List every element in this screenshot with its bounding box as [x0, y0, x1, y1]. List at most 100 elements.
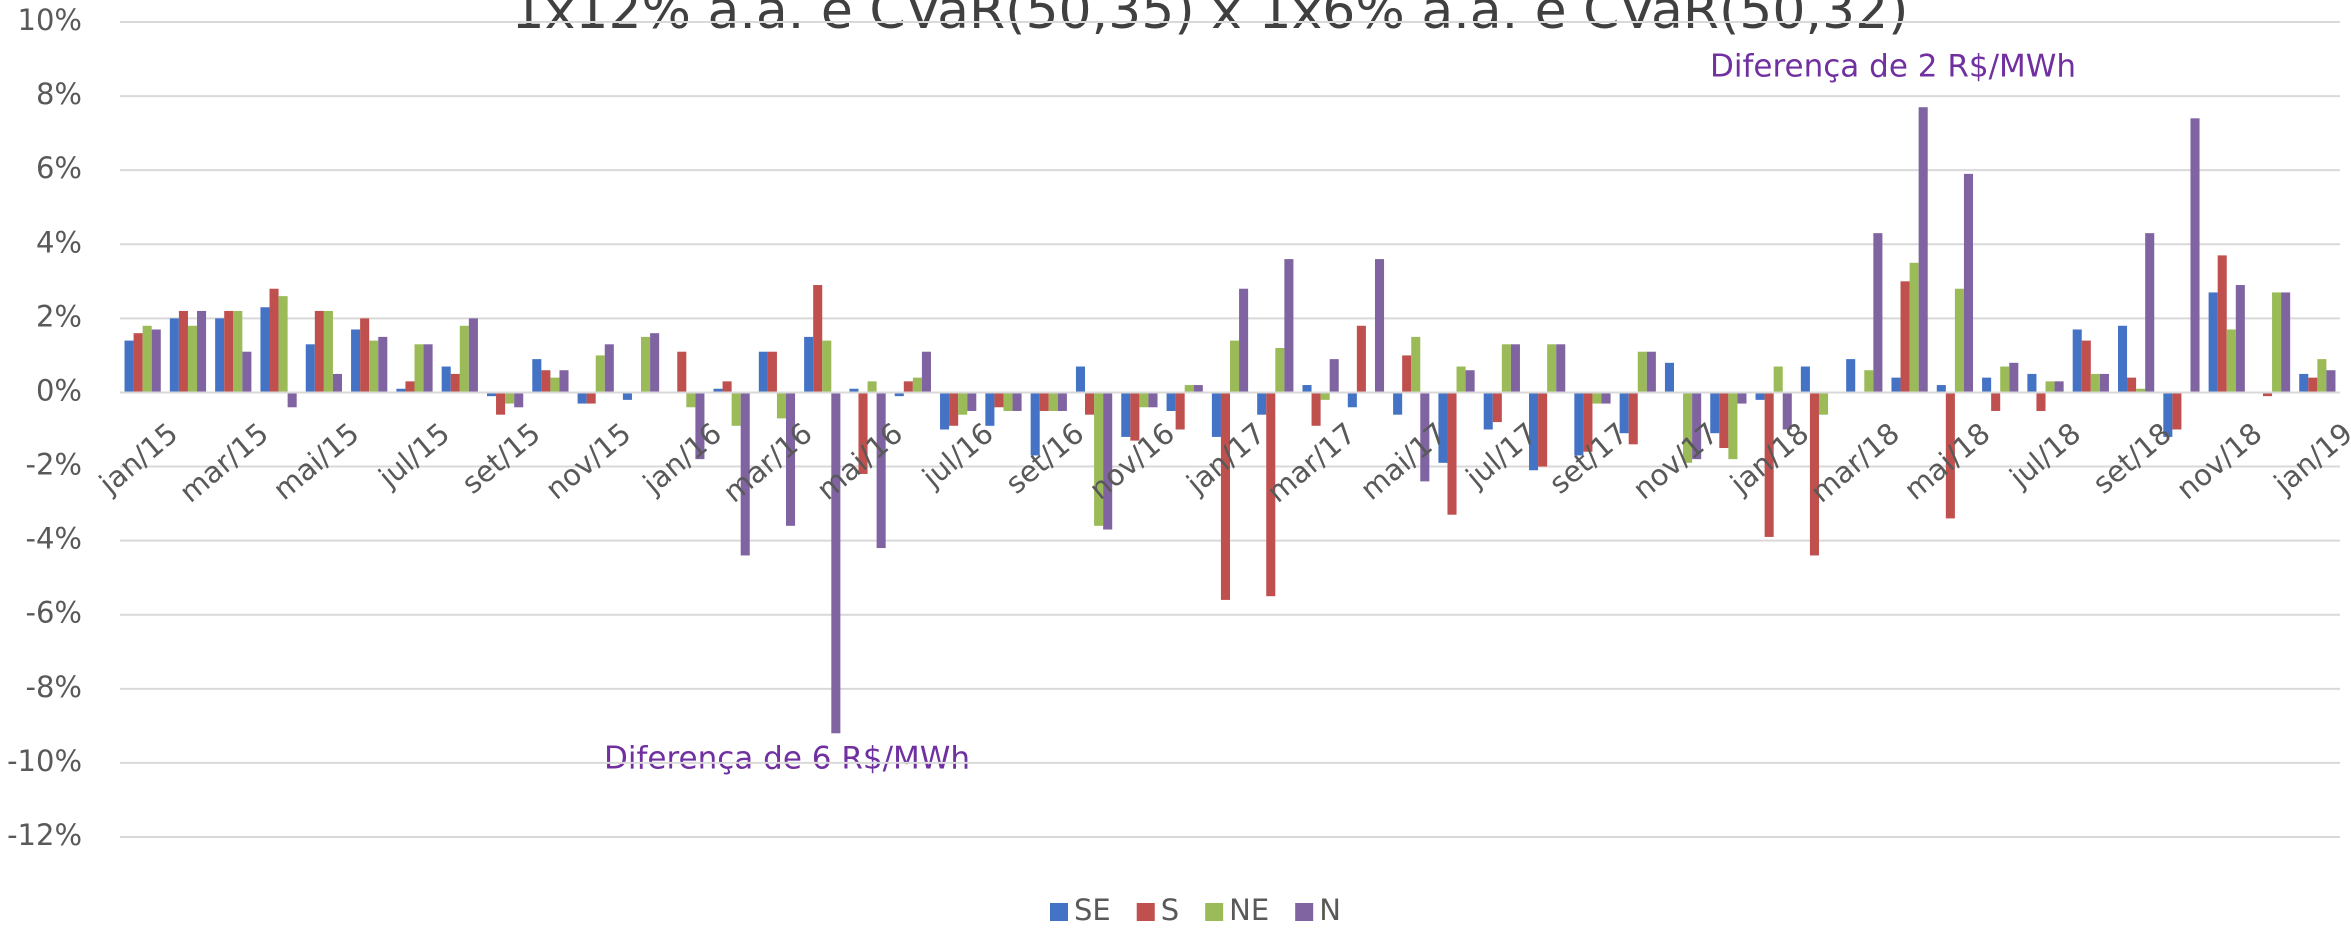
bar	[242, 351, 252, 393]
bar	[2136, 388, 2146, 393]
bar	[1220, 392, 1230, 600]
bar	[586, 392, 596, 404]
x-tick-label: jan/15	[92, 416, 184, 501]
y-tick-label: -2%	[26, 448, 82, 482]
bar	[1619, 392, 1629, 434]
bar	[1085, 392, 1095, 415]
y-tick-label: -12%	[7, 818, 82, 852]
bar	[1447, 392, 1457, 515]
bar	[1239, 288, 1249, 393]
x-tick-label: set/15	[455, 416, 547, 501]
bar	[1538, 392, 1548, 467]
bar	[1982, 377, 1992, 393]
bar	[396, 388, 406, 393]
chart-title: 1x12% a.a. e CVaR(50,35) x 1x6% a.a. e C…	[512, 0, 1909, 41]
x-tick-label: jul/18	[2002, 416, 2087, 495]
bar	[1692, 392, 1702, 460]
bar	[2172, 392, 2182, 430]
bar	[2226, 329, 2236, 393]
bar	[1782, 392, 1792, 430]
x-tick-label: jan/19	[2267, 416, 2351, 501]
bar	[786, 392, 796, 526]
bar	[767, 351, 777, 393]
bar	[1284, 259, 1294, 393]
bar	[1991, 392, 2001, 411]
bar	[985, 392, 995, 426]
bar	[468, 318, 478, 393]
bar	[1583, 392, 1593, 452]
bar	[1356, 325, 1366, 393]
bar	[1012, 392, 1022, 411]
bar	[378, 336, 388, 393]
bar	[804, 336, 814, 393]
bar	[1873, 233, 1883, 393]
bar	[505, 392, 515, 404]
bar	[414, 344, 424, 393]
bar	[1664, 362, 1674, 393]
bar	[1483, 392, 1493, 430]
bar	[2045, 381, 2055, 393]
bar	[1211, 392, 1221, 437]
bar	[1936, 385, 1946, 393]
bar	[287, 392, 297, 408]
bar	[2317, 359, 2327, 393]
bar	[1954, 288, 1964, 393]
bar	[351, 329, 361, 393]
y-tick-label: 10%	[18, 3, 82, 37]
bar	[1556, 344, 1566, 393]
bar	[133, 333, 143, 393]
bar	[1864, 370, 1874, 393]
bar	[1846, 359, 1856, 393]
bar	[1329, 359, 1339, 393]
bar	[1030, 392, 1040, 456]
bar	[1320, 392, 1330, 400]
bar	[1764, 392, 1774, 537]
bar	[641, 336, 651, 393]
x-tick-label: set/18	[2086, 416, 2178, 501]
legend-swatch	[1295, 903, 1314, 921]
bar	[1266, 392, 1276, 597]
bar	[486, 392, 497, 397]
bar	[2072, 329, 2082, 393]
legend-label: S	[1161, 893, 1179, 927]
bar	[2145, 233, 2155, 393]
bar	[1438, 392, 1448, 463]
bar	[595, 355, 605, 393]
bar	[849, 388, 859, 393]
bar	[2118, 325, 2128, 393]
legend-swatch	[1205, 903, 1224, 921]
x-tick-label: mar/18	[1804, 416, 1906, 509]
bar	[360, 318, 370, 393]
x-tick-label: mar/17	[1260, 416, 1362, 509]
bar	[577, 392, 587, 404]
bar	[1257, 392, 1267, 415]
bar	[1048, 392, 1058, 411]
bar	[731, 392, 741, 426]
bar	[1818, 392, 1829, 415]
bar	[1529, 392, 1539, 471]
bar	[1184, 385, 1194, 393]
bar	[142, 325, 152, 393]
bar	[532, 359, 542, 393]
bar	[1492, 392, 1502, 423]
bar	[2027, 373, 2037, 393]
bar	[2308, 377, 2318, 393]
legend-label: NE	[1229, 893, 1269, 927]
bar	[550, 377, 560, 393]
bar	[1918, 107, 1928, 393]
bar	[912, 377, 922, 393]
bar	[541, 370, 551, 393]
bar	[1393, 392, 1403, 415]
bar	[2235, 285, 2245, 393]
bar	[1103, 392, 1113, 530]
bar	[1592, 392, 1602, 404]
legend-swatch	[1050, 903, 1068, 921]
bar	[1809, 392, 1819, 556]
bar	[169, 318, 179, 393]
bar	[1003, 392, 1013, 411]
bar	[187, 325, 198, 393]
bar	[151, 329, 161, 393]
bar	[1683, 392, 1693, 463]
y-tick-label: -8%	[26, 670, 82, 704]
